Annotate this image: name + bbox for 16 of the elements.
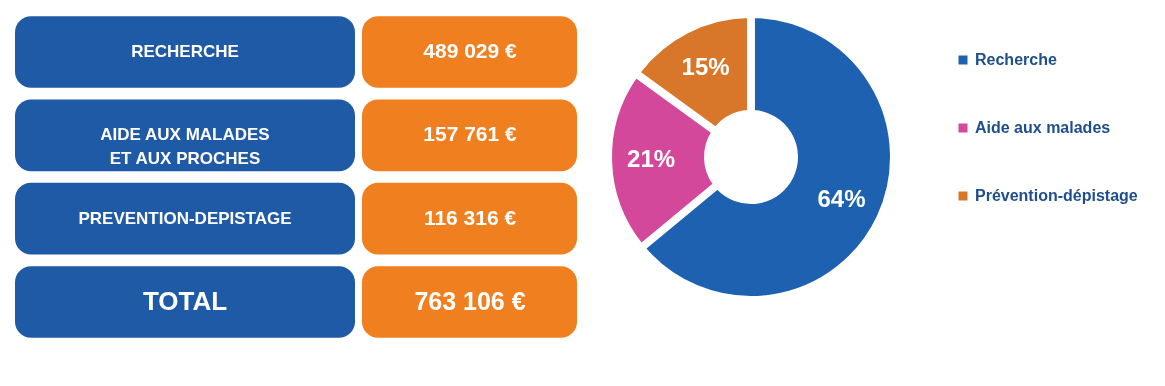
text: 763 106 € — [414, 287, 526, 315]
text: 116 316 € — [423, 205, 517, 229]
data-label: 21% — [627, 145, 676, 173]
legend-label: Prévention-dépistage — [975, 187, 1138, 204]
category-label: TOTAL — [142, 286, 228, 316]
category-label: AIDE AUX MALADES ET AUX PROCHES — [100, 125, 270, 169]
category-label: RECHERCHE — [131, 42, 239, 61]
data-label: 64% — [817, 184, 866, 212]
data-label: 15% — [681, 52, 730, 80]
legend-label: Aide aux malades — [975, 119, 1111, 136]
donut-slice — [610, 76, 715, 245]
category-label: PREVENTION-DEPISTAGE — [78, 208, 292, 228]
text: 489 029 € — [423, 39, 517, 62]
text: 157 761 € — [423, 122, 517, 146]
donut-slice — [638, 16, 750, 129]
legend-label: Recherche — [975, 51, 1057, 68]
